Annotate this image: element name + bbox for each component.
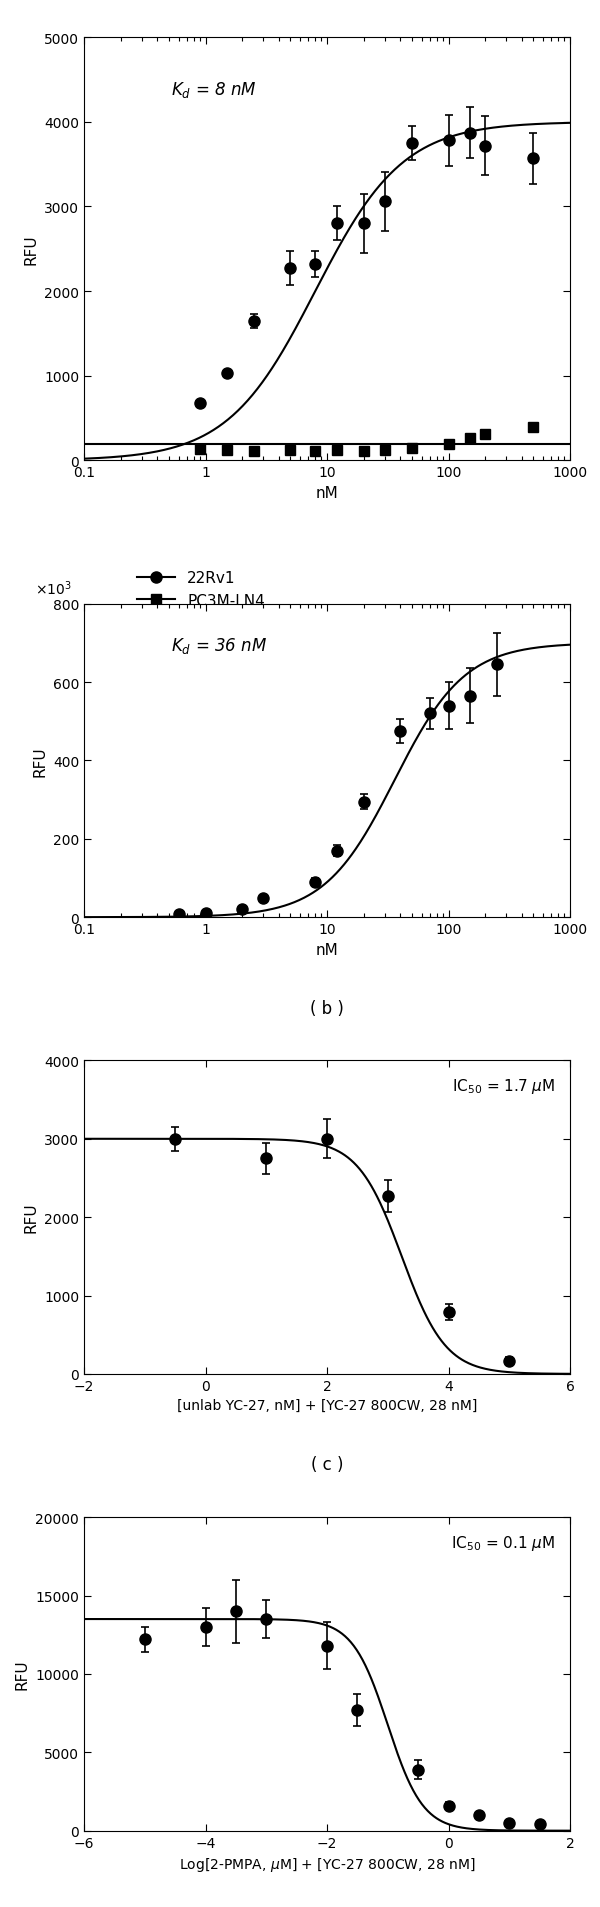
X-axis label: nM: nM: [316, 486, 338, 502]
Y-axis label: RFU: RFU: [15, 1659, 30, 1690]
Text: $K_d$ = 36 nM: $K_d$ = 36 nM: [172, 635, 268, 656]
Text: ( a ): ( a ): [310, 694, 344, 711]
Y-axis label: RFU: RFU: [23, 1201, 38, 1232]
Text: ( b ): ( b ): [310, 999, 344, 1016]
Y-axis label: RFU: RFU: [32, 746, 47, 776]
Text: ( c ): ( c ): [311, 1455, 343, 1474]
Text: IC$_{50}$ = 0.1 $\mu$M: IC$_{50}$ = 0.1 $\mu$M: [451, 1533, 556, 1552]
X-axis label: [unlab YC-27, nM] + [YC-27 800CW, 28 nM]: [unlab YC-27, nM] + [YC-27 800CW, 28 nM]: [177, 1398, 477, 1413]
Text: IC$_{50}$ = 1.7 $\mu$M: IC$_{50}$ = 1.7 $\mu$M: [452, 1077, 556, 1095]
Y-axis label: RFU: RFU: [23, 235, 38, 265]
X-axis label: Log[2-PMPA, $\mu$M] + [YC-27 800CW, 28 nM]: Log[2-PMPA, $\mu$M] + [YC-27 800CW, 28 n…: [179, 1856, 475, 1873]
Text: $K_d$ = 8 nM: $K_d$ = 8 nM: [172, 80, 257, 101]
Legend: 22Rv1, PC3M-LN4: 22Rv1, PC3M-LN4: [131, 564, 271, 614]
X-axis label: nM: nM: [316, 942, 338, 957]
Text: $\times10^3$: $\times10^3$: [35, 580, 72, 599]
